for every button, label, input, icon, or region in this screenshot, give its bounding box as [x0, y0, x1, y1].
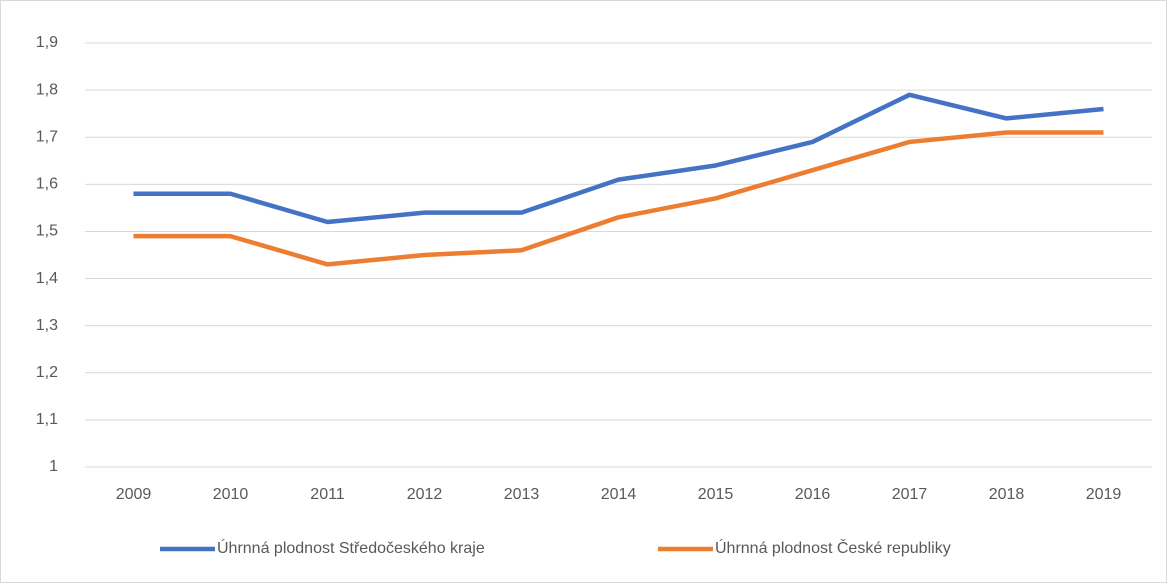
x-tick-label: 2014 — [601, 486, 637, 503]
y-tick-label: 1,3 — [36, 317, 58, 334]
x-tick-label: 2017 — [892, 486, 928, 503]
y-tick-label: 1,7 — [36, 128, 58, 145]
series-line — [133, 92, 1104, 225]
x-tick-label: 2018 — [989, 486, 1025, 503]
legend-label: Úhrnná plodnost České republiky — [715, 538, 951, 557]
y-tick-label: 1,8 — [36, 81, 58, 98]
x-tick-label: 2016 — [795, 486, 831, 503]
y-tick-label: 1,4 — [36, 270, 58, 287]
y-tick-label: 1 — [49, 458, 58, 475]
x-tick-label: 2015 — [698, 486, 734, 503]
y-tick-label: 1,2 — [36, 364, 58, 381]
legend-label: Úhrnná plodnost Středočeského kraje — [217, 538, 485, 557]
series-line — [133, 130, 1104, 267]
y-tick-label: 1,6 — [36, 176, 58, 193]
x-tick-label: 2009 — [116, 486, 152, 503]
x-tick-label: 2019 — [1086, 486, 1122, 503]
y-tick-label: 1,9 — [36, 34, 58, 51]
x-tick-label: 2011 — [310, 486, 345, 503]
x-tick-label: 2013 — [504, 486, 540, 503]
y-tick-label: 1,5 — [36, 223, 58, 240]
x-tick-label: 2010 — [213, 486, 249, 503]
x-tick-label: 2012 — [407, 486, 443, 503]
y-tick-label: 1,1 — [36, 411, 58, 428]
